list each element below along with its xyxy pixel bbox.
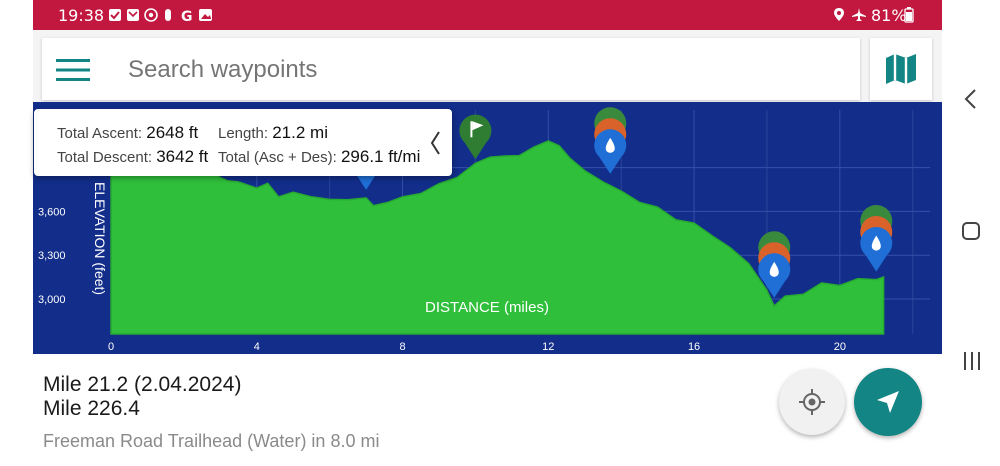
x-tick-label: 12 — [542, 341, 554, 353]
y-tick-label: 3,600 — [38, 206, 66, 218]
elevation-area — [110, 140, 885, 335]
flag-waypoint-icon — [459, 114, 492, 160]
battery-icon — [904, 7, 914, 23]
location-airplane-icons — [834, 8, 866, 21]
total-asc-des-value: 296.1 ft/mi — [340, 147, 421, 166]
water-drop-icon — [769, 261, 779, 277]
notification-icons: G — [109, 8, 212, 23]
hamburger-menu-icon[interactable] — [56, 58, 90, 82]
flag-icon — [472, 121, 484, 131]
x-tick-label: 20 — [834, 341, 846, 353]
y-tick-label: 3,300 — [38, 250, 66, 262]
svg-text:G: G — [181, 9, 193, 23]
chevron-left-icon[interactable] — [428, 130, 442, 156]
status-bar: 19:38 G 81% — [33, 0, 942, 30]
home-icon[interactable] — [961, 221, 981, 241]
y-axis-title: ELEVATION (feet) — [92, 182, 108, 295]
crosshair-icon — [799, 389, 825, 415]
search-input[interactable] — [126, 52, 730, 88]
current-mile: Mile 21.2 (2.04.2024) — [43, 373, 242, 396]
length-value: 21.2 mi — [272, 123, 328, 142]
map-icon — [886, 54, 916, 84]
water-drop-icon — [871, 235, 881, 251]
x-axis-title: DISTANCE (miles) — [425, 299, 549, 316]
map-button[interactable] — [870, 38, 932, 100]
total-ascent-value: 2648 ft — [146, 123, 199, 142]
total-asc-des-label: Total (Asc + Des): — [218, 149, 337, 166]
trail-mile: Mile 226.4 — [43, 397, 140, 420]
status-time: 19:38 — [58, 6, 105, 25]
locate-button[interactable] — [779, 369, 845, 435]
search-bar[interactable] — [42, 38, 860, 100]
recent-apps-icon[interactable] — [962, 350, 982, 372]
next-waypoint-text[interactable]: Freeman Road Trailhead (Water) in 8.0 mi — [43, 431, 380, 451]
length-label: Length: — [218, 125, 269, 142]
x-tick-label: 4 — [254, 341, 260, 353]
total-descent-value: 3642 ft — [156, 147, 209, 166]
navigate-button[interactable] — [854, 368, 922, 436]
flag-pole-icon — [470, 121, 473, 138]
total-ascent-label: Total Ascent: — [57, 125, 143, 142]
battery-percent: 81% — [871, 6, 907, 25]
x-tick-label: 16 — [688, 341, 700, 353]
route-stats-popup: Total Ascent: 2648 ft Length: 21.2 mi To… — [34, 109, 452, 176]
water-drop-icon — [605, 137, 615, 153]
total-descent-label: Total Descent: — [57, 149, 153, 166]
back-icon[interactable] — [962, 88, 980, 110]
y-tick-label: 3,000 — [38, 294, 66, 306]
x-tick-label: 0 — [108, 341, 114, 353]
navigation-arrow-icon — [877, 391, 899, 413]
system-navigation-bar — [942, 0, 1000, 466]
x-tick-label: 8 — [399, 341, 405, 353]
